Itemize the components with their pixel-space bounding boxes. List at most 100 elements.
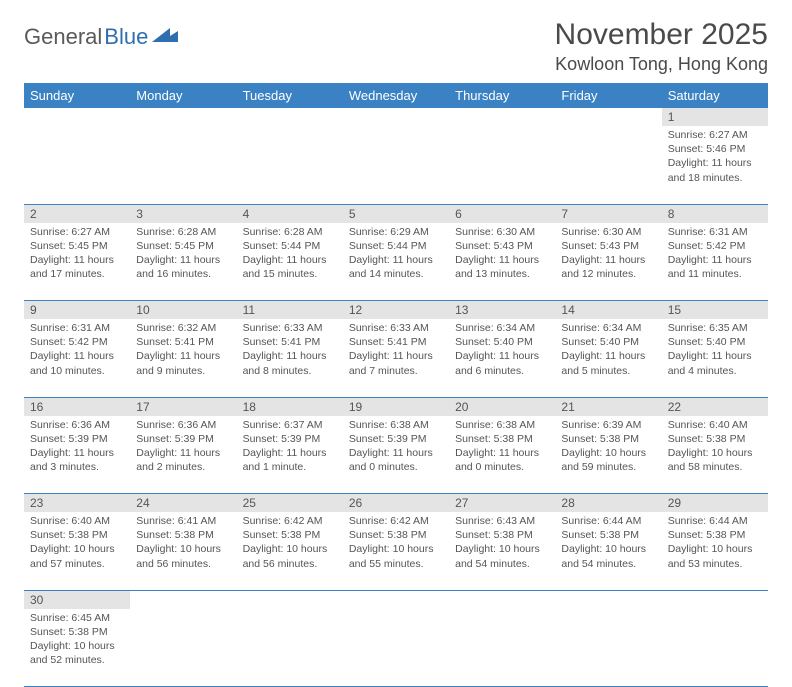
day-details: Sunrise: 6:27 AMSunset: 5:46 PMDaylight:… <box>662 126 768 189</box>
day-details: Sunrise: 6:29 AMSunset: 5:44 PMDaylight:… <box>343 223 449 286</box>
day-number-cell: 16 <box>24 397 130 416</box>
day-number-cell: 27 <box>449 494 555 513</box>
day-number-row: 16171819202122 <box>24 397 768 416</box>
day-body-cell: Sunrise: 6:44 AMSunset: 5:38 PMDaylight:… <box>662 512 768 590</box>
day-details: Sunrise: 6:30 AMSunset: 5:43 PMDaylight:… <box>449 223 555 286</box>
day-number-cell: 22 <box>662 397 768 416</box>
day-number-cell: 1 <box>662 108 768 126</box>
day-number-cell: 30 <box>24 590 130 609</box>
day-number-cell <box>343 590 449 609</box>
day-number-cell <box>449 590 555 609</box>
day-number-cell <box>449 108 555 126</box>
day-body-cell: Sunrise: 6:44 AMSunset: 5:38 PMDaylight:… <box>555 512 661 590</box>
weekday-header: Saturday <box>662 83 768 108</box>
day-number-cell: 14 <box>555 301 661 320</box>
day-body-cell: Sunrise: 6:33 AMSunset: 5:41 PMDaylight:… <box>343 319 449 397</box>
day-body-row: Sunrise: 6:40 AMSunset: 5:38 PMDaylight:… <box>24 512 768 590</box>
day-body-cell: Sunrise: 6:29 AMSunset: 5:44 PMDaylight:… <box>343 223 449 301</box>
day-body-row: Sunrise: 6:36 AMSunset: 5:39 PMDaylight:… <box>24 416 768 494</box>
day-body-cell <box>449 126 555 204</box>
logo: GeneralBlue <box>24 18 178 50</box>
day-details: Sunrise: 6:38 AMSunset: 5:39 PMDaylight:… <box>343 416 449 479</box>
day-details: Sunrise: 6:42 AMSunset: 5:38 PMDaylight:… <box>237 512 343 575</box>
day-details: Sunrise: 6:28 AMSunset: 5:45 PMDaylight:… <box>130 223 236 286</box>
day-details: Sunrise: 6:34 AMSunset: 5:40 PMDaylight:… <box>555 319 661 382</box>
day-number-cell: 29 <box>662 494 768 513</box>
day-body-cell: Sunrise: 6:38 AMSunset: 5:38 PMDaylight:… <box>449 416 555 494</box>
day-number-cell: 6 <box>449 204 555 223</box>
weekday-header: Thursday <box>449 83 555 108</box>
day-details: Sunrise: 6:34 AMSunset: 5:40 PMDaylight:… <box>449 319 555 382</box>
day-body-cell: Sunrise: 6:40 AMSunset: 5:38 PMDaylight:… <box>662 416 768 494</box>
day-body-cell: Sunrise: 6:45 AMSunset: 5:38 PMDaylight:… <box>24 609 130 687</box>
day-details: Sunrise: 6:31 AMSunset: 5:42 PMDaylight:… <box>24 319 130 382</box>
day-number-cell: 9 <box>24 301 130 320</box>
day-body-cell: Sunrise: 6:34 AMSunset: 5:40 PMDaylight:… <box>449 319 555 397</box>
day-number-cell: 23 <box>24 494 130 513</box>
day-body-cell: Sunrise: 6:28 AMSunset: 5:44 PMDaylight:… <box>237 223 343 301</box>
day-number-row: 23242526272829 <box>24 494 768 513</box>
weekday-header: Friday <box>555 83 661 108</box>
day-number-cell: 20 <box>449 397 555 416</box>
day-number-row: 30 <box>24 590 768 609</box>
day-details: Sunrise: 6:40 AMSunset: 5:38 PMDaylight:… <box>662 416 768 479</box>
day-details: Sunrise: 6:33 AMSunset: 5:41 PMDaylight:… <box>343 319 449 382</box>
day-details: Sunrise: 6:40 AMSunset: 5:38 PMDaylight:… <box>24 512 130 575</box>
day-number-cell: 19 <box>343 397 449 416</box>
day-body-cell <box>555 609 661 687</box>
day-body-cell: Sunrise: 6:31 AMSunset: 5:42 PMDaylight:… <box>24 319 130 397</box>
day-body-cell: Sunrise: 6:40 AMSunset: 5:38 PMDaylight:… <box>24 512 130 590</box>
month-title: November 2025 <box>555 18 768 52</box>
location: Kowloon Tong, Hong Kong <box>555 54 768 75</box>
day-number-cell: 21 <box>555 397 661 416</box>
day-details: Sunrise: 6:36 AMSunset: 5:39 PMDaylight:… <box>24 416 130 479</box>
day-details: Sunrise: 6:41 AMSunset: 5:38 PMDaylight:… <box>130 512 236 575</box>
day-details: Sunrise: 6:45 AMSunset: 5:38 PMDaylight:… <box>24 609 130 672</box>
day-body-cell <box>130 126 236 204</box>
day-body-cell: Sunrise: 6:43 AMSunset: 5:38 PMDaylight:… <box>449 512 555 590</box>
day-body-cell <box>237 126 343 204</box>
day-details: Sunrise: 6:44 AMSunset: 5:38 PMDaylight:… <box>555 512 661 575</box>
day-number-cell <box>24 108 130 126</box>
header: GeneralBlue November 2025 Kowloon Tong, … <box>24 18 768 75</box>
logo-flag-icon <box>152 28 178 46</box>
day-details: Sunrise: 6:31 AMSunset: 5:42 PMDaylight:… <box>662 223 768 286</box>
day-number-cell: 18 <box>237 397 343 416</box>
day-number-cell: 7 <box>555 204 661 223</box>
day-number-cell: 24 <box>130 494 236 513</box>
day-body-cell: Sunrise: 6:28 AMSunset: 5:45 PMDaylight:… <box>130 223 236 301</box>
day-body-cell: Sunrise: 6:34 AMSunset: 5:40 PMDaylight:… <box>555 319 661 397</box>
day-body-cell: Sunrise: 6:35 AMSunset: 5:40 PMDaylight:… <box>662 319 768 397</box>
day-body-cell: Sunrise: 6:36 AMSunset: 5:39 PMDaylight:… <box>24 416 130 494</box>
day-body-cell: Sunrise: 6:41 AMSunset: 5:38 PMDaylight:… <box>130 512 236 590</box>
day-body-cell <box>343 126 449 204</box>
day-number-cell <box>237 108 343 126</box>
day-details: Sunrise: 6:27 AMSunset: 5:45 PMDaylight:… <box>24 223 130 286</box>
day-details: Sunrise: 6:39 AMSunset: 5:38 PMDaylight:… <box>555 416 661 479</box>
calendar-table: SundayMondayTuesdayWednesdayThursdayFrid… <box>24 83 768 687</box>
day-body-cell <box>343 609 449 687</box>
day-number-cell <box>130 108 236 126</box>
day-body-cell: Sunrise: 6:39 AMSunset: 5:38 PMDaylight:… <box>555 416 661 494</box>
day-body-cell <box>237 609 343 687</box>
day-body-row: Sunrise: 6:27 AMSunset: 5:45 PMDaylight:… <box>24 223 768 301</box>
weekday-header: Monday <box>130 83 236 108</box>
day-body-cell: Sunrise: 6:38 AMSunset: 5:39 PMDaylight:… <box>343 416 449 494</box>
day-number-cell <box>555 108 661 126</box>
day-number-cell <box>343 108 449 126</box>
day-number-cell: 25 <box>237 494 343 513</box>
day-number-cell: 28 <box>555 494 661 513</box>
day-number-row: 9101112131415 <box>24 301 768 320</box>
day-body-cell: Sunrise: 6:33 AMSunset: 5:41 PMDaylight:… <box>237 319 343 397</box>
day-body-cell: Sunrise: 6:30 AMSunset: 5:43 PMDaylight:… <box>555 223 661 301</box>
day-body-cell: Sunrise: 6:30 AMSunset: 5:43 PMDaylight:… <box>449 223 555 301</box>
day-details: Sunrise: 6:36 AMSunset: 5:39 PMDaylight:… <box>130 416 236 479</box>
day-body-cell <box>555 126 661 204</box>
day-number-cell <box>662 590 768 609</box>
day-number-cell: 13 <box>449 301 555 320</box>
day-details: Sunrise: 6:28 AMSunset: 5:44 PMDaylight:… <box>237 223 343 286</box>
day-details: Sunrise: 6:35 AMSunset: 5:40 PMDaylight:… <box>662 319 768 382</box>
day-details: Sunrise: 6:42 AMSunset: 5:38 PMDaylight:… <box>343 512 449 575</box>
day-number-cell: 17 <box>130 397 236 416</box>
day-body-cell: Sunrise: 6:27 AMSunset: 5:45 PMDaylight:… <box>24 223 130 301</box>
